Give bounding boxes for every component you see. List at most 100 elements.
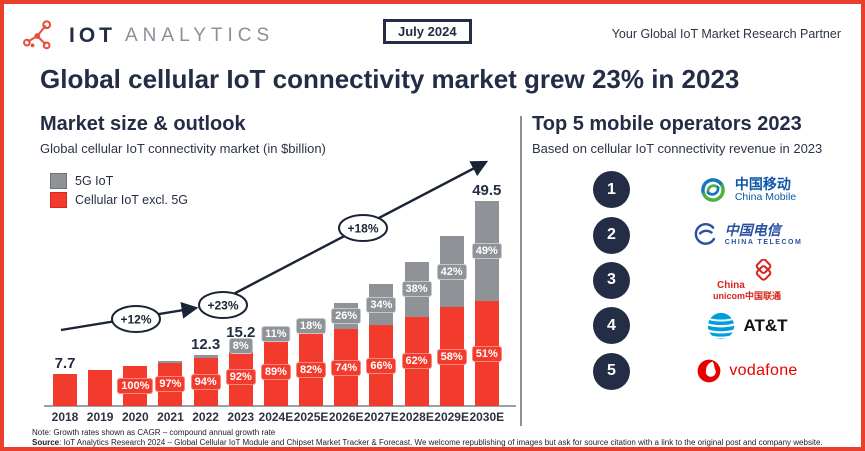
bar-share-label-5g: 38%	[401, 281, 432, 298]
operator-row-china-unicom: 3 China unicom中国联通	[532, 258, 842, 303]
operators-list: 1 中国移动 China Mobile 2	[532, 167, 842, 394]
china-telecom-cn-text: 中国电信	[724, 222, 781, 239]
china-unicom-text-line1: China	[716, 280, 745, 292]
rank-badge-5: 5	[593, 352, 630, 390]
operator-row-att: 4 AT&T	[532, 303, 842, 348]
growth-bubble-23: +23%	[198, 291, 248, 319]
operators-section-subtitle: Based on cellular IoT connectivity reven…	[532, 141, 823, 156]
bar-share-label-5g: 18%	[296, 318, 327, 335]
bar-share-label-5g: 26%	[331, 307, 362, 324]
china-telecom-icon	[694, 223, 715, 245]
bar-share-label-cellular: 62%	[401, 353, 432, 370]
bar-segment-cellular	[88, 370, 113, 406]
bar-share-label-5g: 42%	[436, 263, 467, 280]
china-telecom-logo: 中国电信 CHINA TELECOM	[662, 222, 832, 248]
growth-bubble-12: +12%	[111, 305, 161, 333]
operator-row-china-mobile: 1 中国移动 China Mobile	[532, 167, 842, 212]
china-mobile-logo: 中国移动 China Mobile	[662, 175, 832, 205]
bar-total-label: 7.7	[54, 355, 76, 373]
brand-logo: IOT ANALYTICS	[22, 20, 274, 52]
bar-share-label-cellular: 51%	[471, 345, 502, 362]
bar-share-label-cellular: 94%	[190, 374, 221, 391]
china-mobile-cn-text: 中国移动	[734, 175, 791, 192]
bar-share-label-cellular: 66%	[366, 357, 397, 374]
growth-bubble-18: +18%	[338, 214, 388, 242]
footer-note: Note: Growth rates shown as CAGR – compo…	[32, 428, 276, 437]
bar-total-label: 12.3	[190, 336, 221, 354]
china-unicom-text-line2: unicom中国联通	[712, 291, 781, 302]
operator-row-vodafone: 5 vodafone	[532, 349, 842, 394]
rank-badge-3: 3	[593, 261, 630, 299]
att-wordmark: AT&T	[743, 315, 788, 335]
bar-share-label-cellular: 58%	[436, 348, 467, 365]
footer-source-text: : IoT Analytics Research 2024 – Global C…	[59, 438, 823, 447]
rank-badge-1: 1	[593, 171, 630, 209]
bar-share-label-cellular: 97%	[155, 376, 186, 393]
bar-segment-cellular	[53, 374, 77, 406]
legend-item-cellular: Cellular IoT excl. 5G	[50, 192, 188, 208]
bar-share-label-cellular: 82%	[296, 362, 327, 378]
tagline: Your Global IoT Market Research Partner	[611, 27, 841, 41]
market-section-subtitle: Global cellular IoT connectivity market …	[40, 141, 326, 156]
operator-row-china-telecom: 2 中国电信 CHINA TELECOM	[532, 212, 842, 257]
vodafone-icon	[698, 359, 721, 383]
x-axis-label: 2024E	[258, 410, 294, 424]
china-unicom-logo: China unicom中国联通	[662, 259, 832, 301]
growth-bubble-23-label: +23%	[207, 299, 238, 313]
x-axis-label: 2020	[121, 410, 149, 424]
panel-divider	[520, 116, 522, 426]
legend-swatch-cellular	[50, 192, 67, 208]
bar-segment-5g	[193, 355, 218, 359]
bar-total-label: 15.2	[226, 324, 256, 342]
china-telecom-en-text: CHINA TELECOM	[724, 239, 803, 247]
footer-source: Source: IoT Analytics Research 2024 – Gl…	[32, 438, 842, 447]
brand-name-primary: IOT	[69, 24, 116, 47]
bar-share-label-cellular: 100%	[117, 377, 154, 394]
bar-share-label-5g: 49%	[471, 243, 502, 260]
vodafone-logo: vodafone	[662, 358, 832, 384]
molecule-icon	[23, 20, 52, 50]
market-chart: +12% +23% +18% 2018 2019 100% 2020 97% 2021 94…	[34, 144, 526, 434]
china-mobile-icon	[701, 177, 725, 202]
footer-source-label: Source	[32, 438, 60, 447]
legend-swatch-5g	[50, 173, 67, 189]
x-axis-label: 2021	[157, 410, 184, 424]
vodafone-wordmark: vodafone	[729, 362, 798, 380]
x-axis-label: 2023	[227, 410, 255, 424]
bar-share-label-cellular: 74%	[331, 359, 362, 376]
x-axis-label: 2019	[86, 410, 114, 424]
china-mobile-en-text: China Mobile	[734, 190, 797, 203]
bar-total-label: 49.5	[472, 182, 502, 200]
rank-badge-4: 4	[593, 307, 630, 345]
x-axis-label: 2028E	[399, 410, 434, 424]
att-globe-icon	[708, 312, 735, 339]
bar-share-label-5g: 34%	[366, 296, 397, 313]
x-axis-label: 2029E	[434, 410, 469, 424]
brand-name-secondary: ANALYTICS	[125, 25, 275, 46]
date-badge: July 2024	[383, 19, 472, 44]
x-axis-label: 2030E	[469, 410, 505, 424]
trend-arrow-overlay: +12% +23% +18%	[60, 160, 489, 333]
chart-legend: 5G IoT Cellular IoT excl. 5G	[50, 173, 188, 208]
page-title: Global cellular IoT connectivity market …	[40, 64, 740, 94]
bar-share-label-cellular: 89%	[260, 364, 291, 381]
x-axis-label: 2022	[192, 410, 219, 424]
legend-label-5g: 5G IoT	[75, 174, 114, 188]
x-axis-label: 2027E	[363, 410, 399, 424]
market-section-heading: Market size & outlook	[40, 113, 246, 135]
rank-badge-2: 2	[593, 216, 630, 254]
legend-item-5g: 5G IoT	[50, 173, 188, 189]
operators-section-heading: Top 5 mobile operators 2023	[532, 113, 802, 135]
china-unicom-knot-icon	[755, 259, 772, 282]
x-axis-label: 2026E	[328, 410, 364, 424]
x-axis-line	[44, 405, 516, 407]
x-axis-label: 2018	[51, 410, 79, 424]
growth-bubble-18-label: +18%	[347, 222, 378, 236]
att-logo: AT&T	[662, 311, 832, 341]
growth-bubble-12-label: +12%	[120, 313, 151, 327]
bar-share-label-5g: 11%	[261, 326, 291, 343]
legend-label-cellular: Cellular IoT excl. 5G	[75, 193, 189, 207]
bar-segment-5g	[158, 361, 183, 363]
bar-share-label-5g: 8%	[228, 337, 253, 354]
